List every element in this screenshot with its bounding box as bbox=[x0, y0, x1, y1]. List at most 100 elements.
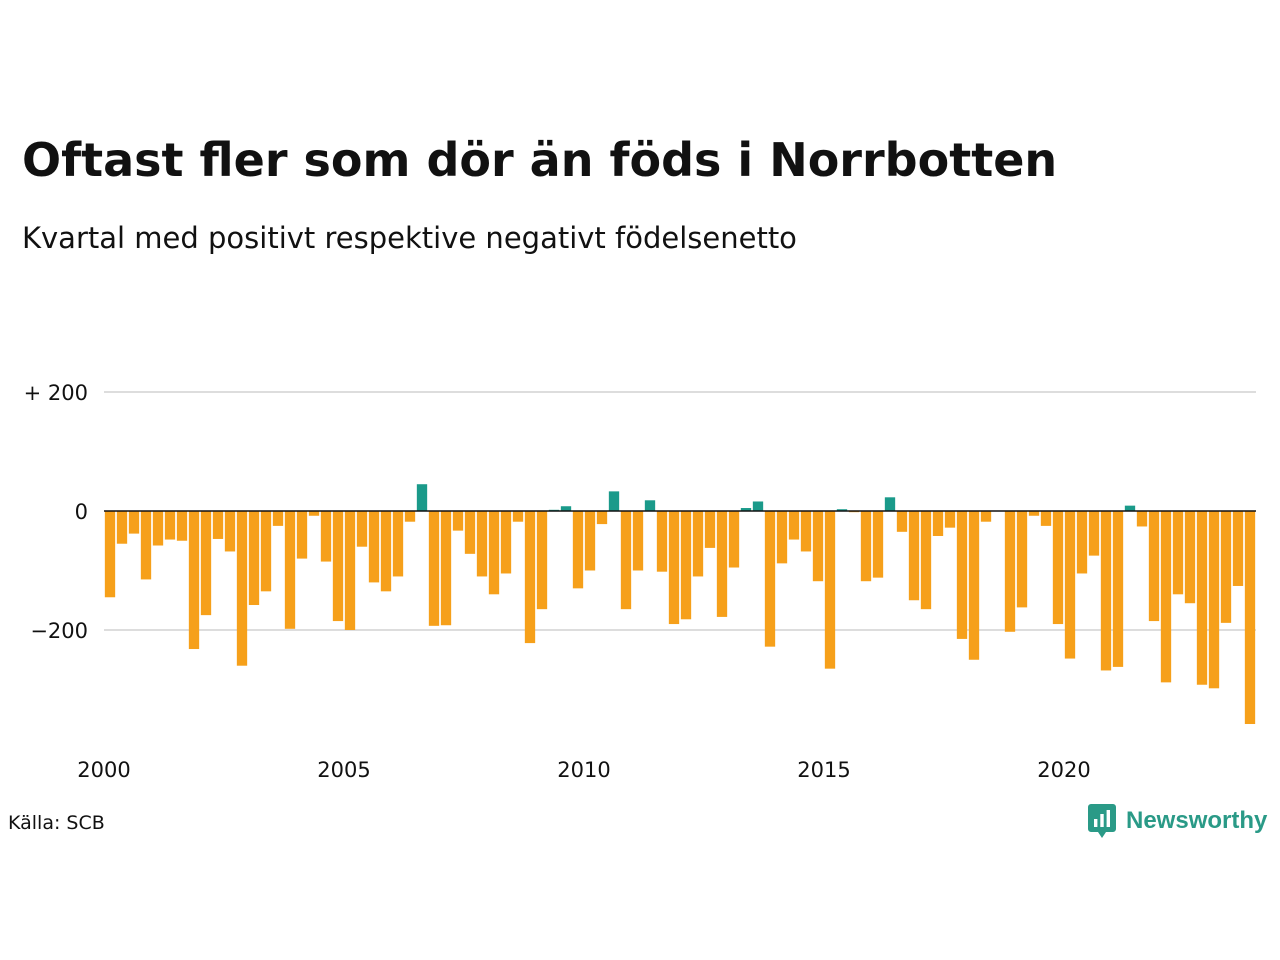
bar-negative bbox=[860, 511, 872, 582]
bar-negative bbox=[176, 511, 188, 541]
bar-positive bbox=[608, 491, 620, 511]
bar-negative bbox=[1112, 511, 1124, 667]
bar-negative bbox=[896, 511, 908, 532]
brand-name: Newsworthy bbox=[1126, 807, 1268, 834]
x-axis-ticks: 2000 2005 2010 2015 2020 bbox=[77, 758, 1090, 782]
bar-negative bbox=[692, 511, 704, 577]
bar-negative bbox=[908, 511, 920, 601]
chart-subtitle: Kvartal med positivt respektive negativt… bbox=[22, 221, 797, 255]
bar-positive bbox=[644, 500, 656, 511]
bar-negative bbox=[980, 511, 992, 522]
bar-negative bbox=[668, 511, 680, 625]
bar-negative bbox=[920, 511, 932, 610]
bar-negative bbox=[368, 511, 380, 583]
bar-negative bbox=[1196, 511, 1208, 685]
bar-negative bbox=[632, 511, 644, 571]
bar-negative bbox=[140, 511, 152, 580]
bar-negative bbox=[512, 511, 524, 522]
bar-negative bbox=[392, 511, 404, 577]
bar-negative bbox=[728, 511, 740, 568]
bar-negative bbox=[596, 511, 608, 525]
bar-negative bbox=[1040, 511, 1052, 526]
x-tick-label: 2005 bbox=[317, 758, 370, 782]
bar-negative bbox=[116, 511, 128, 544]
bar-negative bbox=[704, 511, 716, 548]
x-tick-label: 2000 bbox=[77, 758, 130, 782]
bar-negative bbox=[344, 511, 356, 630]
bar-negative bbox=[212, 511, 224, 539]
x-tick-label: 2010 bbox=[557, 758, 610, 782]
bar-negative bbox=[164, 511, 176, 540]
bar-negative bbox=[428, 511, 440, 626]
y-tick-label: −200 bbox=[30, 619, 88, 643]
bar-negative bbox=[1064, 511, 1076, 659]
bar-negative bbox=[812, 511, 824, 582]
bar-negative bbox=[104, 511, 116, 598]
bar-negative bbox=[224, 511, 236, 552]
bar-negative bbox=[824, 511, 836, 669]
bar-negative bbox=[296, 511, 308, 559]
bar-negative bbox=[356, 511, 368, 547]
bar-negative bbox=[1208, 511, 1220, 689]
bar-negative bbox=[1184, 511, 1196, 604]
bar-negative bbox=[332, 511, 344, 622]
bar-negative bbox=[452, 511, 464, 531]
bar-negative bbox=[1220, 511, 1232, 623]
bar-positive bbox=[560, 506, 572, 511]
bar-negative bbox=[584, 511, 596, 571]
bar-negative bbox=[1088, 511, 1100, 556]
bar-negative bbox=[1016, 511, 1028, 608]
bar-negative bbox=[380, 511, 392, 592]
bar-negative bbox=[188, 511, 200, 650]
bar-negative bbox=[404, 511, 416, 522]
bar-negative bbox=[128, 511, 140, 534]
bar-negative bbox=[320, 511, 332, 562]
bar-negative bbox=[788, 511, 800, 540]
bar-positive bbox=[416, 484, 428, 511]
x-tick-label: 2015 bbox=[797, 758, 850, 782]
bar-negative bbox=[1076, 511, 1088, 574]
bar-negative bbox=[944, 511, 956, 528]
bar-negative bbox=[1004, 511, 1016, 632]
bar-positive bbox=[752, 501, 764, 511]
bar-positive bbox=[836, 509, 848, 511]
bar-positive bbox=[740, 508, 752, 511]
bar-negative bbox=[764, 511, 776, 647]
bar-negative bbox=[656, 511, 668, 572]
bar-negative bbox=[236, 511, 248, 666]
bar-negative bbox=[536, 511, 548, 610]
bar-negative bbox=[476, 511, 488, 577]
bar-negative bbox=[872, 511, 884, 578]
bar-positive bbox=[884, 497, 896, 511]
bar-negative bbox=[272, 511, 284, 526]
bar-negative bbox=[800, 511, 812, 552]
bar-negative bbox=[284, 511, 296, 629]
bar-negative bbox=[776, 511, 788, 564]
bar-negative bbox=[500, 511, 512, 574]
bar-negative bbox=[488, 511, 500, 595]
bar-negative bbox=[152, 511, 164, 546]
bar-negative bbox=[1052, 511, 1064, 625]
bar-negative bbox=[1172, 511, 1184, 595]
bar-negative bbox=[572, 511, 584, 589]
bar-negative bbox=[680, 511, 692, 620]
bar-negative bbox=[1100, 511, 1112, 671]
bar-negative bbox=[956, 511, 968, 639]
y-tick-label: 0 bbox=[75, 500, 88, 524]
bar-negative bbox=[200, 511, 212, 616]
bar-negative bbox=[716, 511, 728, 617]
bar-negative bbox=[464, 511, 476, 554]
bar-negative bbox=[1244, 511, 1256, 725]
bar-negative bbox=[1232, 511, 1244, 586]
bar-negative bbox=[440, 511, 452, 626]
y-tick-label: + 200 bbox=[24, 381, 88, 405]
bar-negative bbox=[968, 511, 980, 660]
bar-negative bbox=[620, 511, 632, 610]
brand-logo: Newsworthy bbox=[1088, 804, 1267, 838]
bar-chart: + 200 0 −200 2000 2005 2010 2015 2020 bbox=[24, 381, 1256, 782]
bar-negative bbox=[1136, 511, 1148, 527]
x-tick-label: 2020 bbox=[1037, 758, 1090, 782]
source-note: Källa: SCB bbox=[8, 812, 105, 834]
bar-negative bbox=[260, 511, 272, 592]
bar-negative bbox=[932, 511, 944, 536]
